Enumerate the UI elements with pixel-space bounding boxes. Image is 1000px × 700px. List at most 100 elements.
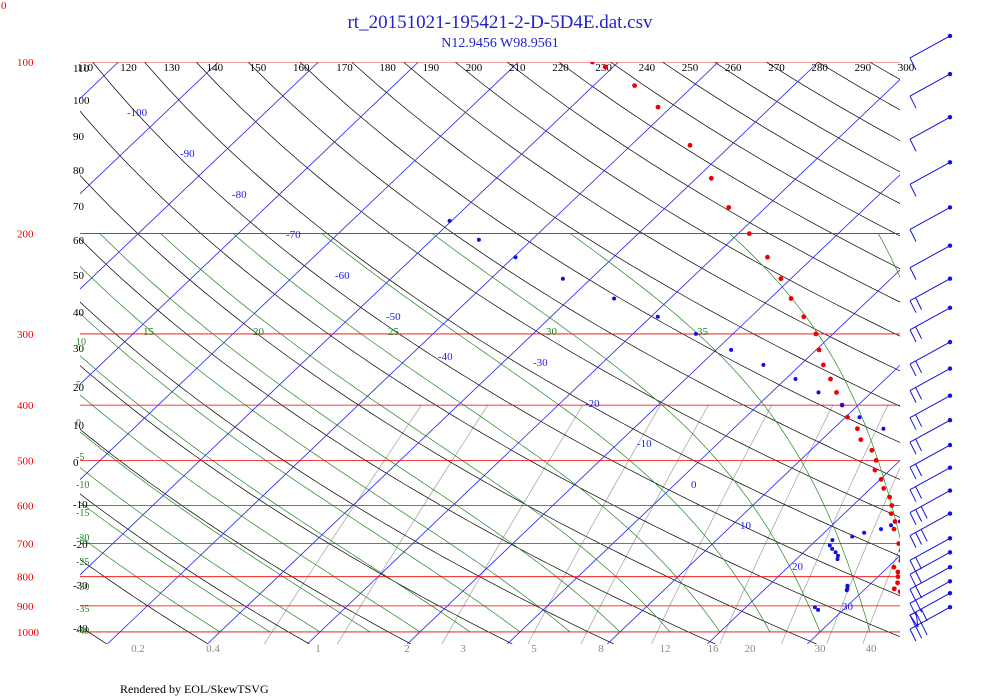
wind-barb-staff [909, 467, 951, 491]
wind-barb-station [947, 366, 953, 371]
dry-adiabat-left-label: 0 [73, 457, 79, 469]
temperature-point [891, 586, 897, 592]
dry-adiabat-left-label: 60 [73, 235, 85, 247]
dry-adiabat-line [92, 62, 900, 597]
moist-adiabat-left-label: -20 [76, 533, 89, 544]
wind-barb-feather [915, 297, 923, 310]
dry-adiabat-top-label: 250 [682, 62, 699, 74]
isotherm-label: -80 [232, 189, 247, 201]
mixing-ratio-line [930, 405, 1000, 644]
temperature-point [895, 574, 900, 580]
wind-barb [909, 579, 953, 616]
dry-adiabat-line [80, 625, 107, 644]
dewpoint-point [447, 218, 452, 223]
dewpoint-point [845, 583, 850, 588]
dry-adiabat-line [403, 62, 900, 372]
wind-barb-feather [915, 625, 923, 639]
isotherm-line [807, 555, 900, 644]
temperature-point [524, 11, 529, 16]
wind-barb [909, 33, 953, 71]
wind-barb [909, 393, 953, 430]
moist-adiabat-left-label: -40 [76, 626, 89, 637]
wind-barb-feather [909, 57, 917, 71]
wind-barb-staff [909, 419, 951, 443]
temperature-point [899, 593, 900, 596]
wind-barb-staff [909, 341, 951, 365]
wind-barb-feather [909, 229, 917, 242]
temperature-point [887, 494, 892, 500]
wind-barb-station [947, 536, 953, 541]
mixing-ratio-label: 16 [708, 643, 720, 655]
temperature-point [828, 376, 833, 382]
dry-adiabat-line [247, 62, 900, 480]
wind-barb-feather [909, 95, 917, 109]
isotherm-label: -20 [585, 398, 600, 410]
wind-barb [909, 417, 953, 455]
mixing-ratio-label: 3 [460, 643, 466, 655]
wind-barb [909, 488, 953, 525]
dry-adiabat-left-label: 100 [73, 95, 90, 107]
mixing-ratio-line [441, 404, 584, 644]
isotherm-label: -10 [637, 438, 652, 450]
dewpoint-point [835, 557, 840, 562]
wind-barb-feather [909, 535, 917, 548]
mixing-ratio-line [336, 404, 489, 644]
wind-barb [909, 305, 953, 343]
wind-barb-staff [909, 368, 951, 391]
pressure-tick-label: 700 [17, 539, 34, 551]
dry-adiabat-left-label: 40 [73, 307, 85, 319]
moist-adiabat-line [995, 234, 1000, 632]
temperature-point [480, 34, 485, 39]
wind-barb-station [947, 550, 953, 555]
moist-adiabat-top-label: 15 [143, 326, 155, 338]
wind-barb [909, 276, 953, 313]
dry-adiabat-top-label: 200 [466, 62, 483, 74]
wind-barb [909, 565, 953, 602]
wind-barb-station [947, 579, 953, 584]
pressure-tick-label: 900 [17, 601, 34, 613]
wind-barb-feather [909, 441, 917, 455]
isotherm-line [207, 62, 819, 644]
dewpoint-point [816, 390, 821, 395]
temperature-point [549, 4, 554, 9]
dry-adiabat-top-label: 120 [120, 62, 137, 74]
temperature-point [888, 511, 894, 516]
temperature-point [465, 28, 470, 33]
wind-barb-staff [909, 207, 951, 230]
dry-adiabat-top-label: 130 [163, 62, 180, 74]
chart-title: rt_20151021-195421-2-D-5D4E.dat.csv [347, 12, 653, 33]
dry-adiabat-left-label: 20 [73, 382, 85, 394]
temperature-point [872, 467, 878, 473]
wind-barb [909, 339, 953, 377]
dry-adiabat-line [80, 428, 412, 644]
temperature-point [895, 569, 900, 575]
dewpoint-point [612, 296, 617, 301]
dry-adiabat-top-label: 180 [379, 62, 396, 74]
wind-barb-feather [915, 387, 923, 400]
wind-barb-staff [909, 566, 951, 590]
dry-adiabat-line [80, 174, 817, 644]
moist-adiabat-left-label: -5 [76, 452, 84, 463]
wind-barb-staff [909, 395, 951, 419]
wind-barb-feather [909, 267, 917, 280]
wind-barb-staff [909, 307, 951, 331]
mixing-ratio-label: 12 [660, 643, 671, 655]
mixing-ratio-label: 0.4 [206, 643, 220, 655]
isotherm-label: 30 [842, 601, 854, 613]
isotherm-label: -50 [386, 311, 401, 323]
wind-barb-station [947, 442, 953, 448]
dry-adiabat-top-label: 290 [855, 62, 872, 74]
wind-barb [909, 511, 953, 548]
dewpoint-point [857, 415, 862, 420]
temperature-point [561, 1, 566, 6]
dry-adiabat-top-label: 110 [77, 62, 94, 74]
isotherm-label: -90 [180, 148, 195, 160]
wind-barb-feather [909, 417, 917, 430]
isotherm-line [80, 62, 419, 385]
temperature-point [801, 314, 807, 320]
dry-adiabat-left-label: -20 [73, 539, 88, 551]
dewpoint-point [881, 426, 886, 431]
wind-barb [909, 71, 953, 109]
temperature-point [788, 296, 794, 301]
dry-adiabat-left-label: 110 [73, 63, 90, 75]
